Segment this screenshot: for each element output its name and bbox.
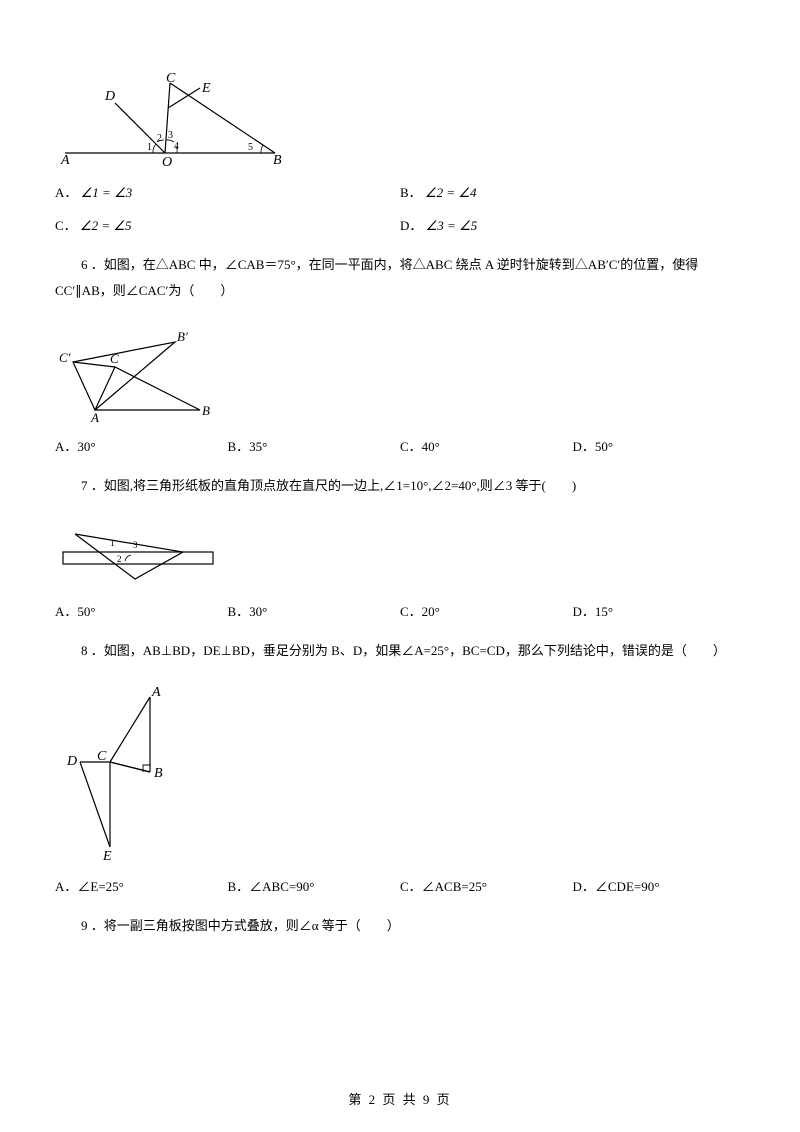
q9-text: 9 ．将一副三角板按图中方式叠放，则∠α 等于（ ） [55, 913, 745, 939]
q6-text: 6 ．如图，在△ABC 中，∠CAB＝75°，在同一平面内，将△ABC 绕点 A… [55, 252, 745, 304]
q5-optC-prefix: C． [55, 218, 77, 233]
q8-label-E: E [102, 849, 112, 862]
q7-figure: 1 3 2 [55, 517, 745, 587]
q7-options: A．50° B．30° C．20° D．15° [55, 601, 745, 620]
q6-label-B: B [202, 403, 210, 418]
q5-figure: A B C D E O 1 2 3 4 5 [55, 68, 745, 168]
q7-option-b: B．30° [228, 601, 401, 620]
q5-angle-1: 1 [147, 142, 152, 153]
q8-label-D: D [66, 754, 77, 769]
q7-angle-3: 3 [133, 540, 138, 550]
q5-options-row-2: C． ∠2 = ∠5 D． ∠3 = ∠5 [55, 215, 745, 234]
q5-label-O: O [162, 155, 172, 168]
q5-optD-prefix: D． [400, 218, 422, 233]
q5-label-A: A [60, 153, 70, 168]
q6-option-d: D．50° [573, 436, 746, 455]
q6-option-b: B．35° [228, 436, 401, 455]
q7-option-a: A．50° [55, 601, 228, 620]
q5-optD-math: ∠3 = ∠5 [426, 218, 478, 233]
q5-label-E: E [201, 81, 211, 96]
q8-label-B: B [154, 766, 163, 781]
q6-label-A: A [90, 410, 99, 422]
q5-option-b: B． ∠2 = ∠4 [400, 182, 745, 201]
q8-option-c: C．∠ACB=25° [400, 876, 573, 895]
q8-figure: A B C D E [55, 682, 745, 862]
q8-option-b: B．∠ABC=90° [228, 876, 401, 895]
q6-label-C: C [110, 351, 119, 366]
q6-label-Bp: B′ [177, 329, 188, 344]
q6-option-a: A．30° [55, 436, 228, 455]
q5-options-row-1: A． ∠1 = ∠3 B． ∠2 = ∠4 [55, 182, 745, 201]
q8-options: A．∠E=25° B．∠ABC=90° C．∠ACB=25° D．∠CDE=90… [55, 876, 745, 895]
q5-optB-math: ∠2 = ∠4 [425, 185, 477, 200]
q7-option-d: D．15° [573, 601, 746, 620]
q7-text: 7 ．如图,将三角形纸板的直角顶点放在直尺的一边上,∠1=10°,∠2=40°,… [55, 473, 745, 499]
q5-label-B: B [273, 153, 282, 168]
q5-option-c: C． ∠2 = ∠5 [55, 215, 400, 234]
q7-angle-1: 1 [110, 538, 115, 548]
q8-label-C: C [97, 749, 107, 764]
q8-label-A: A [151, 685, 161, 700]
q7-option-c: C．20° [400, 601, 573, 620]
q6-label-Cp: C′ [59, 350, 71, 365]
q6-options: A．30° B．35° C．40° D．50° [55, 436, 745, 455]
q5-optB-prefix: B． [400, 185, 422, 200]
q6-option-c: C．40° [400, 436, 573, 455]
q5-label-D: D [104, 89, 115, 104]
q5-angle-5: 5 [248, 142, 253, 153]
q5-angle-2: 2 [157, 133, 162, 144]
q5-optC-math: ∠2 = ∠5 [80, 218, 132, 233]
q5-angle-3: 3 [168, 130, 173, 141]
page-footer: 第 2 页 共 9 页 [0, 1089, 800, 1108]
q6-figure: A B C B′ C′ [55, 322, 745, 422]
q5-optA-math: ∠1 = ∠3 [81, 185, 133, 200]
q5-option-d: D． ∠3 = ∠5 [400, 215, 745, 234]
q8-option-d: D．∠CDE=90° [573, 876, 746, 895]
q7-angle-2: 2 [117, 554, 122, 564]
q5-option-a: A． ∠1 = ∠3 [55, 182, 400, 201]
q5-optA-prefix: A． [55, 185, 77, 200]
q5-label-C: C [166, 71, 176, 86]
q8-option-a: A．∠E=25° [55, 876, 228, 895]
q8-text: 8 ．如图，AB⊥BD，DE⊥BD，垂足分别为 B、D，如果∠A=25°，BC=… [55, 638, 745, 664]
